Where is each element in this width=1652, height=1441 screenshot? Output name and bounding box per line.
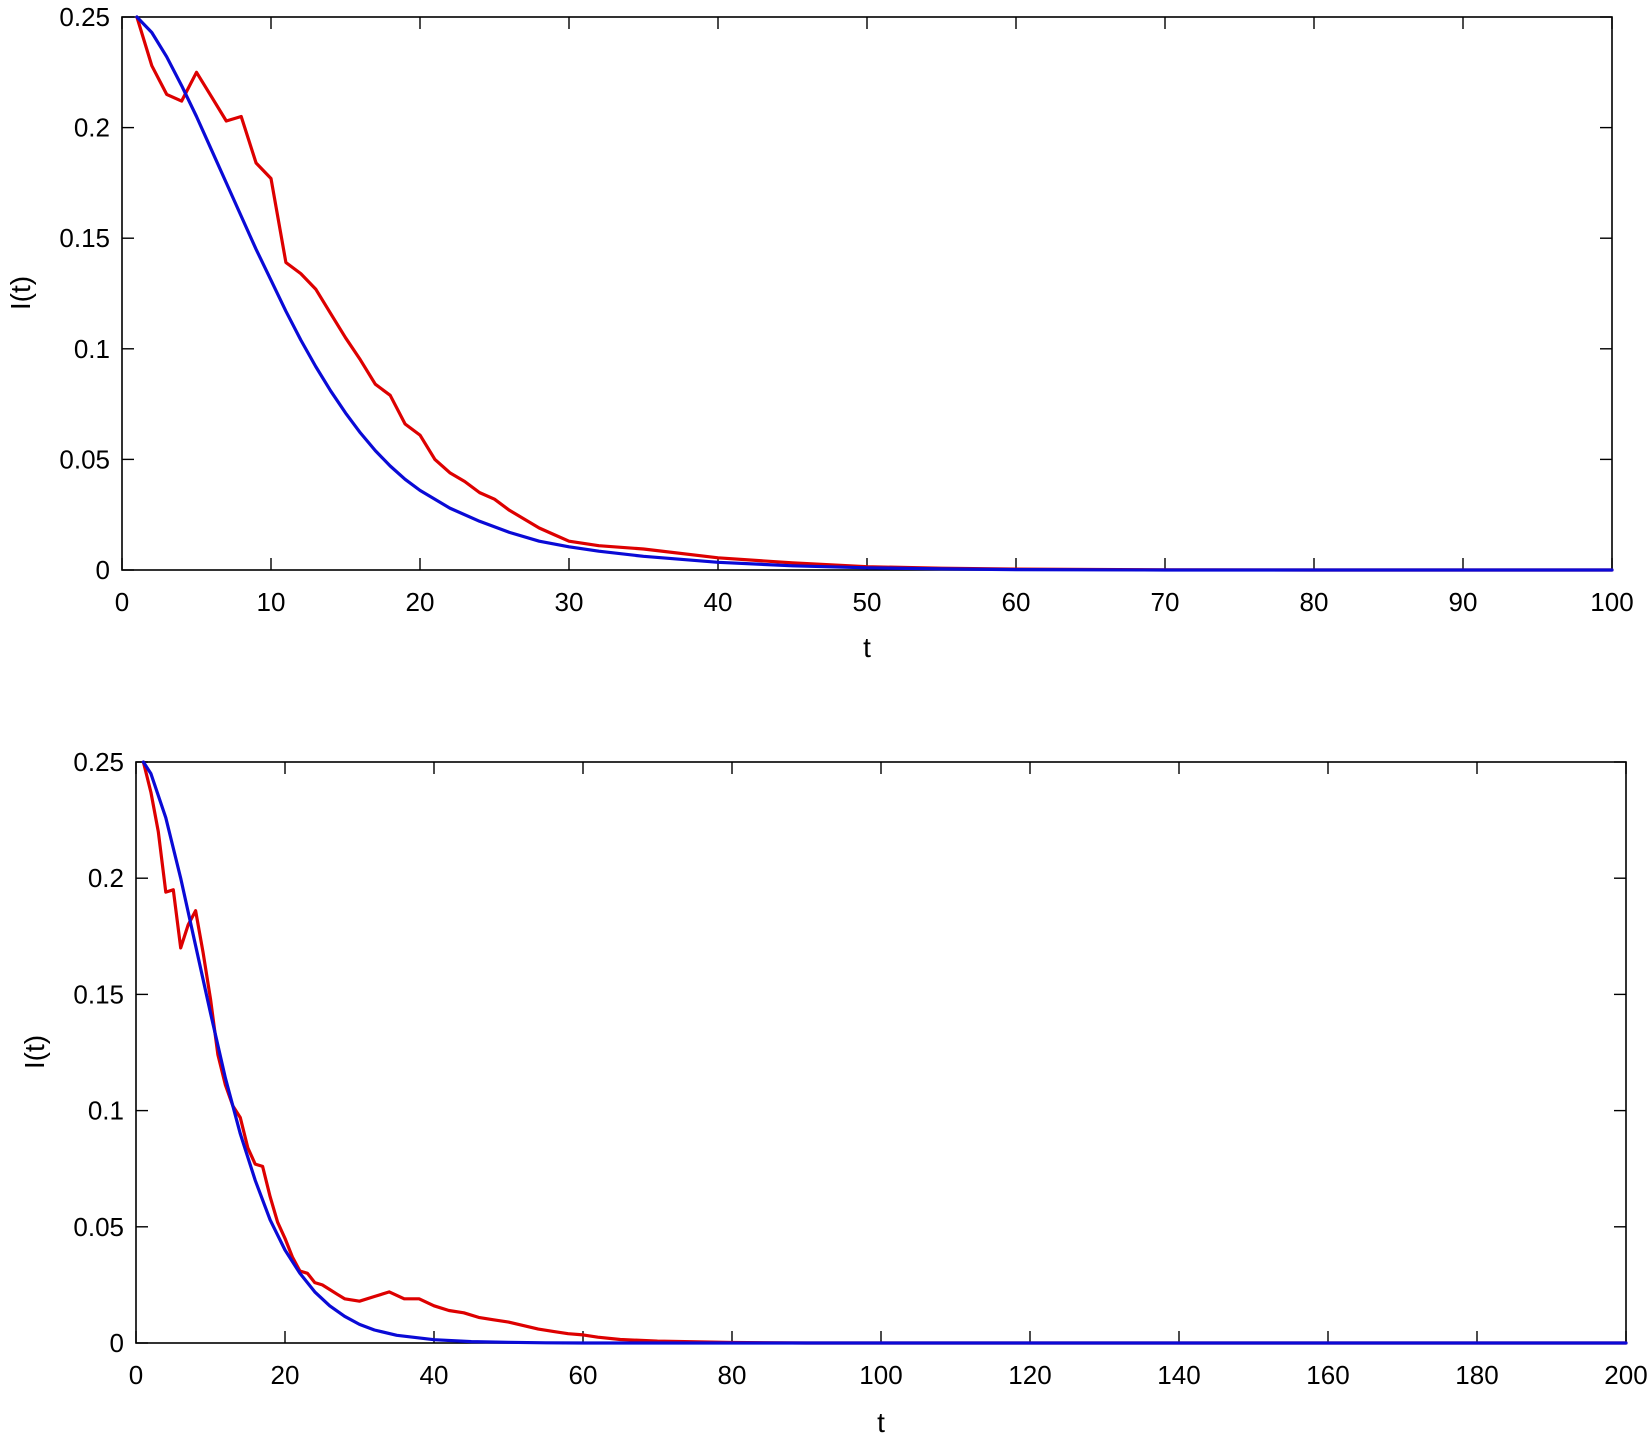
bottom-chart: 0 20 40 60 80 100 120 140 160 180 200 0 0.05 0.1 0.15… (19, 747, 1648, 1438)
x-tick-label: 30 (555, 587, 584, 617)
x-tick-label: 80 (1300, 587, 1329, 617)
bottom-ticks (135, 761, 1627, 1344)
bottom-x-axis-label: t (877, 1407, 885, 1438)
y-tick-label: 0.25 (59, 2, 110, 32)
y-tick-label: 0.15 (73, 979, 124, 1009)
top-series-layer (135, 15, 1614, 572)
x-tick-label: 140 (1157, 1360, 1200, 1390)
y-tick-label: 0.1 (74, 334, 110, 364)
x-tick-label: 60 (1002, 587, 1031, 617)
series-line-2 (141, 760, 1628, 1345)
bottom-x-tick-labels: 0 20 40 60 80 100 120 140 160 180 200 (129, 1360, 1648, 1390)
x-tick-label: 90 (1449, 587, 1478, 617)
x-tick-label: 20 (271, 1360, 300, 1390)
x-tick-label: 10 (257, 587, 286, 617)
x-tick-label: 70 (1151, 587, 1180, 617)
top-ticks (121, 16, 1613, 571)
x-tick-label: 180 (1455, 1360, 1498, 1390)
bottom-plot-frame (135, 761, 1627, 1344)
y-tick-label: 0.1 (88, 1096, 124, 1126)
top-plot-frame (121, 16, 1613, 571)
y-tick-label: 0 (96, 555, 110, 585)
x-tick-label: 0 (129, 1360, 143, 1390)
top-chart: 0 10 20 30 40 50 60 70 80 90 100 0 0.05 0.1 0.15 0.2 0.… (5, 2, 1634, 663)
bottom-series-layer (141, 760, 1628, 1345)
x-tick-label: 120 (1008, 1360, 1051, 1390)
x-tick-label: 20 (406, 587, 435, 617)
y-tick-label: 0 (110, 1328, 124, 1358)
bottom-y-tick-labels: 0 0.05 0.1 0.15 0.2 0.25 (73, 747, 124, 1358)
y-tick-label: 0.2 (88, 863, 124, 893)
top-y-tick-labels: 0 0.05 0.1 0.15 0.2 0.25 (59, 2, 110, 585)
bottom-y-axis-label: I(t) (19, 1035, 50, 1069)
x-tick-label: 100 (1590, 587, 1633, 617)
x-tick-label: 80 (718, 1360, 747, 1390)
x-tick-label: 40 (420, 1360, 449, 1390)
top-x-tick-labels: 0 10 20 30 40 50 60 70 80 90 100 (115, 587, 1634, 617)
x-tick-label: 60 (569, 1360, 598, 1390)
x-tick-label: 50 (853, 587, 882, 617)
x-tick-label: 0 (115, 587, 129, 617)
y-tick-label: 0.05 (73, 1212, 124, 1242)
x-tick-label: 200 (1604, 1360, 1647, 1390)
series-line-1 (141, 760, 1628, 1345)
series-line-2 (135, 15, 1614, 572)
x-tick-label: 160 (1306, 1360, 1349, 1390)
y-tick-label: 0.2 (74, 113, 110, 143)
y-tick-label: 0.15 (59, 223, 110, 253)
x-tick-label: 100 (859, 1360, 902, 1390)
y-tick-label: 0.05 (59, 444, 110, 474)
top-x-axis-label: t (863, 632, 871, 663)
y-tick-label: 0.25 (73, 747, 124, 777)
top-y-axis-label: I(t) (5, 276, 36, 310)
series-line-1 (135, 15, 1614, 572)
x-tick-label: 40 (704, 587, 733, 617)
